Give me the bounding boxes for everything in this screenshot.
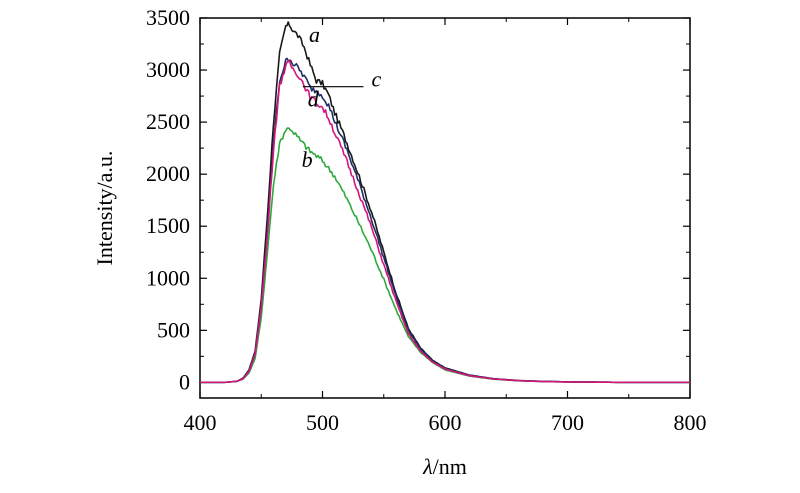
x-axis-title: λ/nm [422, 454, 467, 479]
tick-labels: 400 500 600 700 800 0 500 1000 1500 2000 2500 3000 3… [146, 5, 707, 435]
x-tick-label: 700 [551, 410, 584, 435]
x-axis-unit: /nm [433, 454, 467, 479]
x-axis-symbol: λ [422, 454, 433, 479]
y-axis-title: Intensity/a.u. [92, 151, 117, 266]
y-tick-label: 3000 [146, 57, 190, 82]
x-tick-label: 800 [674, 410, 707, 435]
x-tick-label: 400 [184, 410, 217, 435]
y-tick-label: 500 [157, 317, 190, 342]
x-tick-label: 500 [306, 410, 339, 435]
series-line-d [200, 59, 690, 384]
curve-label-c: c [372, 67, 382, 92]
y-tick-label: 2000 [146, 161, 190, 186]
y-tick-label: 1000 [146, 265, 190, 290]
y-tick-label: 3500 [146, 5, 190, 30]
curve-label-d: d [308, 86, 320, 111]
y-tick-label: 2500 [146, 109, 190, 134]
y-tick-label: 1500 [146, 213, 190, 238]
curve-annotations: a c d b [302, 22, 382, 172]
series-lines [200, 21, 690, 384]
x-tick-label: 600 [429, 410, 462, 435]
y-tick-label: 0 [179, 369, 190, 394]
curve-label-a: a [309, 22, 320, 47]
curve-label-b: b [302, 147, 313, 172]
